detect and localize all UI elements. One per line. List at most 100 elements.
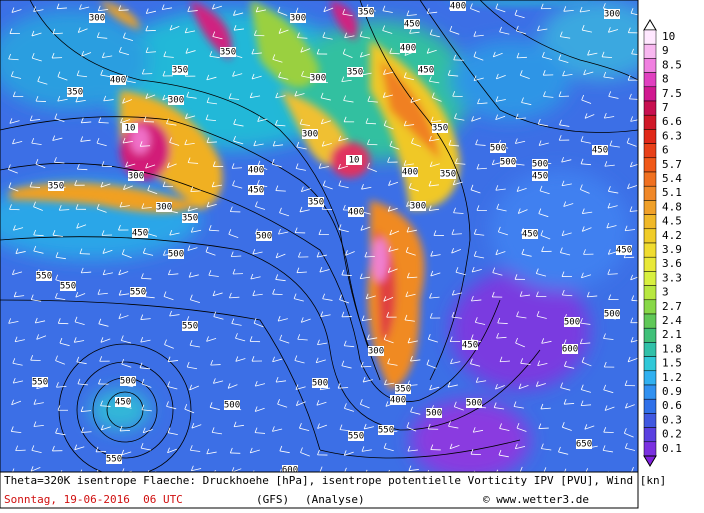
wind-barb bbox=[429, 293, 432, 299]
wind-barb bbox=[389, 48, 393, 54]
wind-barb bbox=[254, 427, 258, 433]
wind-barb bbox=[408, 469, 419, 472]
wind-barb bbox=[606, 225, 617, 229]
wind-barb bbox=[278, 318, 288, 322]
wind-barb bbox=[580, 158, 584, 164]
wind-barb bbox=[411, 142, 421, 147]
wind-barb bbox=[77, 27, 81, 33]
wind-barb bbox=[361, 315, 365, 321]
wind-barb bbox=[33, 421, 37, 427]
wind-barb bbox=[360, 361, 364, 368]
wind-barb bbox=[205, 114, 209, 120]
wind-barb bbox=[162, 181, 166, 187]
wind-barb bbox=[630, 163, 638, 168]
wind-barb bbox=[630, 317, 634, 323]
wind-barb bbox=[210, 364, 221, 366]
wind-barb bbox=[167, 427, 171, 433]
wind-barb bbox=[11, 400, 22, 406]
wind-barb bbox=[278, 76, 289, 80]
wind-barb bbox=[496, 74, 506, 80]
wind-barb bbox=[187, 207, 198, 212]
wind-barb bbox=[96, 137, 100, 144]
wind-barb bbox=[233, 140, 244, 145]
wind-barb bbox=[275, 253, 286, 259]
contour-label-bg bbox=[532, 159, 548, 169]
wind-barb bbox=[272, 293, 283, 296]
wind-barb bbox=[140, 314, 144, 320]
contour-label: 450 bbox=[115, 398, 131, 408]
wind-barb bbox=[252, 293, 263, 296]
wind-barb bbox=[8, 169, 18, 174]
wind-barb bbox=[360, 53, 370, 58]
wind-barb bbox=[582, 211, 593, 214]
colorbar-cap bbox=[643, 19, 657, 31]
wind-barb bbox=[447, 384, 458, 388]
wind-barb bbox=[541, 338, 545, 344]
wind-barb bbox=[583, 71, 594, 76]
wind-barb bbox=[9, 120, 20, 124]
wind-barb bbox=[450, 361, 461, 365]
wind-barb bbox=[100, 338, 111, 343]
wind-barb bbox=[516, 56, 527, 59]
wind-barb bbox=[125, 75, 129, 81]
wind-barb bbox=[471, 295, 474, 302]
wind-barb bbox=[141, 404, 145, 410]
wind-barb bbox=[495, 185, 499, 191]
contour-label: 500 bbox=[120, 377, 136, 387]
wind-barb bbox=[75, 96, 79, 103]
wind-barb bbox=[145, 47, 149, 53]
wind-barb bbox=[383, 94, 393, 98]
wind-barb bbox=[8, 53, 11, 60]
wind-barb bbox=[121, 449, 125, 456]
wind-barb bbox=[166, 405, 177, 410]
contour-label: 300 bbox=[156, 203, 172, 213]
wind-barb bbox=[275, 274, 279, 280]
wind-barb bbox=[514, 443, 518, 449]
wind-barb bbox=[31, 449, 42, 454]
contour-label-bg bbox=[440, 169, 456, 179]
wind-barb bbox=[296, 141, 300, 148]
wind-barb bbox=[341, 79, 352, 82]
wind-barb bbox=[561, 230, 565, 236]
wind-barb bbox=[560, 382, 563, 388]
wind-barb bbox=[338, 229, 349, 233]
wind-barb bbox=[52, 28, 56, 34]
wind-barb bbox=[430, 444, 434, 450]
wind-barb bbox=[604, 406, 615, 411]
wind-barb bbox=[603, 338, 614, 340]
wind-barb bbox=[339, 299, 350, 304]
wind-barb bbox=[208, 270, 212, 276]
wind-barb bbox=[12, 362, 23, 366]
wind-barb bbox=[521, 248, 525, 255]
wind-barb bbox=[388, 469, 390, 472]
wind-barb bbox=[521, 102, 532, 106]
wind-barb bbox=[188, 272, 192, 278]
contour-label: 300 bbox=[410, 202, 426, 212]
contour-label: 500 bbox=[168, 250, 184, 260]
wind-barb bbox=[581, 208, 585, 214]
wind-barb bbox=[141, 378, 145, 385]
wind-barb bbox=[190, 449, 201, 452]
contour-label: 350 bbox=[67, 88, 83, 98]
wind-barb bbox=[278, 228, 281, 235]
wind-barb bbox=[498, 449, 502, 456]
contour-label-bg bbox=[67, 87, 83, 97]
wind-barb bbox=[58, 205, 62, 211]
wind-barb bbox=[297, 338, 308, 341]
wind-barb bbox=[323, 185, 333, 190]
wind-barb bbox=[143, 429, 153, 434]
wind-barb bbox=[406, 272, 410, 278]
wind-barb bbox=[473, 75, 477, 81]
wind-barb bbox=[252, 249, 256, 255]
contour-label-bg bbox=[395, 384, 411, 394]
wind-barb bbox=[630, 339, 638, 343]
wind-barb bbox=[228, 229, 232, 235]
wind-barb bbox=[122, 468, 125, 472]
wind-barb bbox=[538, 427, 549, 429]
wind-barb bbox=[407, 276, 418, 279]
wind-barb bbox=[580, 342, 591, 345]
wind-barb bbox=[13, 225, 16, 231]
wind-barb bbox=[520, 358, 524, 364]
contour-label: 450 bbox=[462, 341, 478, 351]
